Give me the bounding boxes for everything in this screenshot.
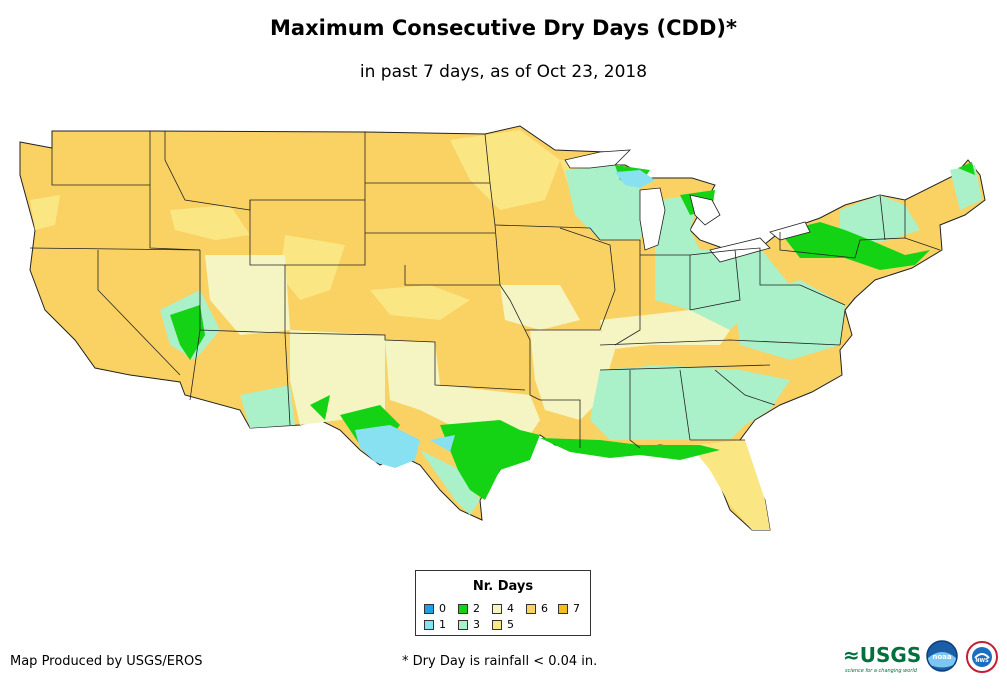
noaa-mark: noaa [932, 653, 952, 661]
legend-swatch-0 [424, 603, 434, 614]
legend-box: Nr. Days 0 1 2 3 4 5 6 7 [415, 570, 591, 636]
legend-label-0: 0 [439, 602, 446, 615]
legend-item-2: 2 [458, 602, 480, 615]
legend-swatch-3 [458, 619, 468, 630]
map-title: Maximum Consecutive Dry Days (CDD)* [270, 16, 737, 40]
legend-swatch-7 [558, 603, 568, 614]
legend-swatch-4 [492, 603, 502, 614]
legend-item-4: 4 [492, 602, 514, 615]
legend-label-6: 6 [541, 602, 548, 615]
state-boundaries [29, 131, 941, 449]
nws-mark: NWS [975, 658, 989, 664]
noaa-logo: noaa [926, 640, 958, 672]
usgs-mark: ≈USGS [843, 643, 921, 667]
legend-item-3: 3 [458, 618, 480, 631]
legend-swatch-5 [492, 619, 502, 630]
legend-item-1: 1 [424, 618, 446, 631]
nws-logo: NWS [966, 641, 998, 673]
legend-swatch-2 [458, 603, 468, 614]
legend-item-6: 6 [526, 602, 548, 615]
level-1-regions [355, 170, 655, 468]
legend-swatch-1 [424, 619, 434, 630]
legend-title: Nr. Days [472, 579, 534, 594]
level-4-regions [205, 255, 730, 450]
dry-day-footnote: * Dry Day is rainfall < 0.04 in. [402, 654, 598, 669]
legend-label-2: 2 [473, 602, 480, 615]
legend-label-1: 1 [439, 618, 446, 631]
usgs-logo: ≈USGS science for a changing world [843, 643, 921, 674]
map-credit: Map Produced by USGS/EROS [10, 654, 203, 669]
map-subtitle: in past 7 days, as of Oct 23, 2018 [359, 62, 648, 82]
legend-label-5: 5 [507, 618, 514, 631]
legend-label-3: 3 [473, 618, 480, 631]
legend-label-4: 4 [507, 602, 514, 615]
agency-logos: ≈USGS science for a changing world noaa … [843, 640, 998, 674]
level-3-regions [160, 165, 982, 515]
legend-item-7: 7 [558, 602, 580, 615]
legend-item-5: 5 [492, 618, 514, 631]
legend-label-7: 7 [573, 602, 580, 615]
usgs-tagline: science for a changing world [845, 668, 918, 674]
legend-swatch-6 [526, 603, 536, 614]
legend-item-0: 0 [424, 602, 446, 615]
